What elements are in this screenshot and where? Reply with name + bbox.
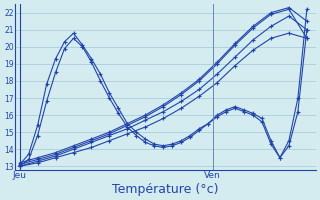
X-axis label: Température (°c): Température (°c) xyxy=(112,183,219,196)
